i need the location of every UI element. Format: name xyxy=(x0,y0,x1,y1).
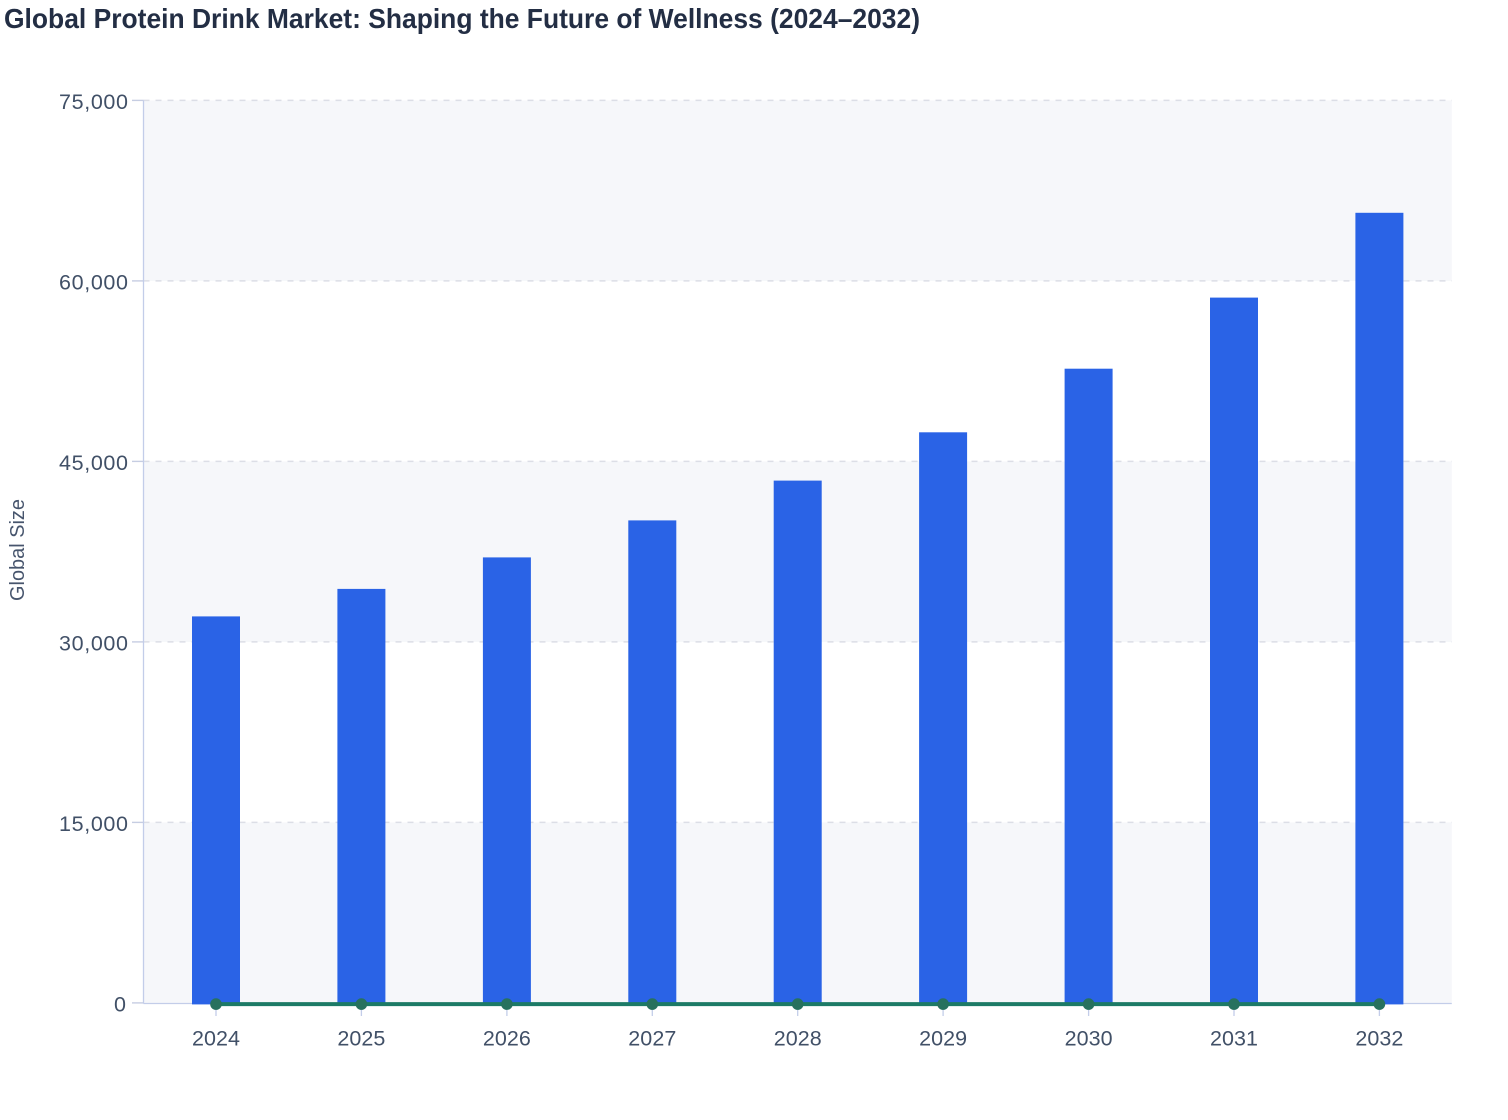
svg-text:15,000: 15,000 xyxy=(59,812,128,836)
svg-text:75,000: 75,000 xyxy=(59,90,128,114)
svg-text:45,000: 45,000 xyxy=(59,451,128,475)
svg-text:2024: 2024 xyxy=(192,1027,240,1051)
svg-text:30,000: 30,000 xyxy=(59,631,128,655)
svg-text:2030: 2030 xyxy=(1065,1027,1113,1051)
svg-text:2029: 2029 xyxy=(919,1027,967,1051)
svg-text:2027: 2027 xyxy=(628,1027,676,1051)
svg-text:Global Protein Drink Market: S: Global Protein Drink Market: Shaping the… xyxy=(4,3,920,34)
svg-text:2031: 2031 xyxy=(1210,1027,1258,1051)
svg-text:60,000: 60,000 xyxy=(59,270,128,294)
svg-text:Global Size: Global Size xyxy=(7,499,29,601)
svg-text:0: 0 xyxy=(114,992,126,1016)
svg-text:2028: 2028 xyxy=(774,1027,822,1051)
svg-text:2025: 2025 xyxy=(337,1027,385,1051)
svg-text:2026: 2026 xyxy=(483,1027,531,1051)
svg-text:2032: 2032 xyxy=(1355,1027,1403,1051)
